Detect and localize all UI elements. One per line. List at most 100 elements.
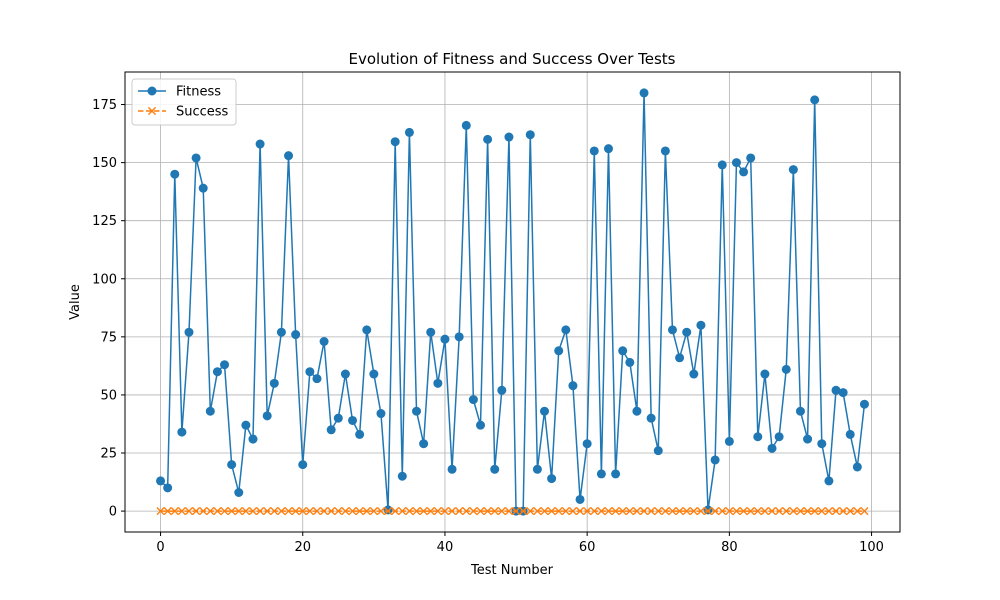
data-point [462,506,471,516]
data-point [170,506,179,516]
y-tick-label: 175 [92,98,117,113]
data-point [639,88,649,98]
data-point [376,409,386,419]
x-tick-label: 100 [859,540,884,555]
data-point [568,506,578,516]
data-point [447,464,457,474]
data-point [803,506,812,516]
data-point [192,506,201,516]
y-tick-label: 75 [100,330,117,345]
data-point [199,506,208,516]
data-point [198,183,208,193]
data-point [511,506,521,516]
data-point [163,506,172,516]
data-point [753,506,762,516]
data-point [781,364,791,374]
data-point [305,506,314,516]
data-point [147,86,157,96]
data-point [732,506,741,516]
data-point [327,506,336,516]
data-point [277,506,286,516]
data-point [817,439,827,449]
data-point [703,505,713,515]
plot-frame [124,71,901,533]
data-point [852,462,862,472]
x-tick-label: 40 [437,540,454,555]
data-point [355,506,364,516]
data-point [369,506,378,516]
y-tick-label: 50 [100,388,117,403]
data-point [156,506,165,516]
data-point [454,332,464,342]
data-point [269,378,279,388]
data-point [291,506,300,516]
data-point [476,420,486,430]
data-point [177,427,187,437]
y-tick-label: 0 [109,505,117,520]
data-point [319,506,329,516]
data-point [539,406,549,416]
data-point [767,443,777,453]
data-point [255,506,265,516]
data-point [625,506,634,516]
data-point [775,506,784,516]
data-point [661,506,670,516]
data-point [810,95,820,105]
data-point [782,506,791,516]
data-point [227,506,236,516]
data-point [397,471,407,481]
data-point [817,506,826,516]
data-point [490,506,499,516]
data-point [220,506,229,516]
x-tick-label: 80 [721,540,738,555]
data-point [618,506,627,516]
data-point [703,506,713,516]
data-point [241,420,251,430]
data-point [589,146,599,156]
data-point [263,506,272,516]
data-point [618,346,628,356]
data-point [234,506,243,516]
data-point [760,369,770,379]
data-point [682,327,692,337]
data-point [597,506,606,516]
data-point [725,506,734,516]
data-point [831,506,841,516]
data-point [753,432,763,442]
data-point [739,506,748,516]
data-point [724,436,734,446]
data-point [212,367,222,377]
data-point [440,334,450,344]
data-point [547,506,556,516]
legend-item-fitness: Fitness [138,85,221,100]
data-point [355,429,365,439]
data-point [383,505,393,515]
data-point [860,506,869,516]
data-point [604,506,613,516]
data-point [483,506,492,516]
legend: Fitness Success [131,78,237,126]
data-point [646,413,656,423]
data-point [298,460,308,470]
data-point [340,369,350,379]
series-success [156,506,869,516]
data-point [774,432,784,442]
data-point [519,506,528,516]
data-point [348,506,357,516]
data-point [227,460,237,470]
data-point [561,325,571,335]
data-point [490,464,500,474]
data-point [603,144,613,154]
data-point [220,360,230,370]
data-point [796,506,805,516]
data-point [305,367,315,377]
data-point [667,325,677,335]
data-point [767,506,777,516]
data-point [675,506,684,516]
data-point [412,406,422,416]
data-point [540,506,549,516]
data-point [398,506,407,516]
data-point [191,153,201,163]
data-point [660,146,670,156]
data-point [639,506,649,516]
